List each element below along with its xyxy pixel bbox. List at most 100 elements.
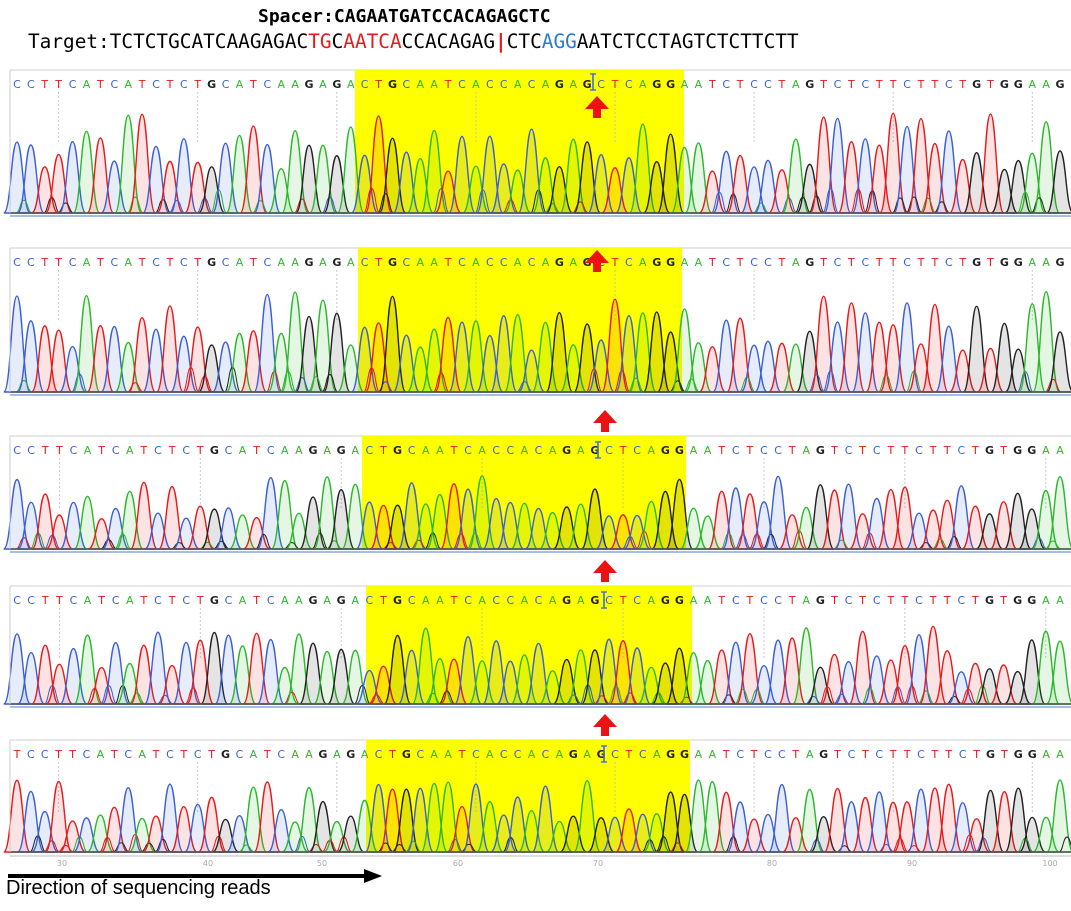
base-call: A [126, 594, 134, 607]
trace-noise [720, 532, 738, 550]
base-call: G [210, 594, 219, 607]
trace-peak [420, 782, 449, 853]
base-call: T [196, 444, 204, 457]
base-call: T [708, 78, 716, 91]
base-call: T [611, 78, 619, 91]
trace-noise [279, 371, 297, 393]
base-call: T [819, 256, 827, 269]
base-call: C [366, 594, 374, 607]
trace-noise [669, 842, 686, 853]
trace-noise [607, 685, 625, 705]
base-call: G [986, 748, 995, 761]
trace-peak [651, 490, 680, 550]
trace-peak [837, 801, 866, 853]
base-call: C [225, 594, 233, 607]
base-call: T [166, 78, 174, 91]
base-call: A [803, 594, 811, 607]
base-call: G [332, 78, 341, 91]
base-call: T [999, 594, 1007, 607]
base-call: T [138, 256, 146, 269]
trace-noise [113, 842, 130, 853]
base-call: A [472, 78, 480, 91]
base-call: C [408, 594, 416, 607]
trace-peak [1017, 508, 1046, 550]
base-call: A [514, 256, 522, 269]
base-call: A [239, 444, 247, 457]
trace-peak [538, 670, 567, 705]
trace-peak [271, 666, 299, 705]
trace-peak [225, 814, 254, 853]
axis-tick-label: 70 [593, 859, 603, 868]
trace-peak [595, 515, 623, 550]
trace-peak [795, 330, 824, 393]
base-call: A [1056, 594, 1064, 607]
trace-peak [893, 302, 921, 393]
trace-peak [44, 780, 73, 853]
trace-peak [298, 496, 328, 550]
base-call: T [750, 748, 758, 761]
base-call: T [619, 594, 627, 607]
trace-peak [749, 501, 779, 550]
trace-peak [211, 142, 240, 214]
base-call: C [633, 444, 641, 457]
base-call: A [695, 256, 703, 269]
base-call: C [152, 256, 160, 269]
trace-peak [239, 330, 268, 393]
base-call: A [1042, 748, 1050, 761]
base-call: C [486, 78, 494, 91]
axis-tick-label: 40 [203, 859, 213, 868]
base-call: G [562, 594, 571, 607]
cut-site-arrow-icon [585, 250, 609, 272]
base-call: C [180, 78, 188, 91]
trace-noise [410, 539, 427, 550]
base-call: A [84, 444, 92, 457]
base-call: C [366, 444, 374, 457]
trace-peak [496, 660, 525, 705]
trace-peak [721, 641, 750, 705]
base-call: C [542, 748, 550, 761]
trace-noise [903, 685, 921, 705]
base-call: A [295, 444, 303, 457]
base-call: T [886, 594, 894, 607]
cut-site-arrow-icon [593, 410, 617, 432]
base-call: A [803, 444, 811, 457]
trace-noise [516, 381, 533, 393]
trace-peak [397, 649, 426, 705]
base-call: T [41, 444, 49, 457]
trace-peak [411, 503, 440, 550]
base-call: A [277, 78, 285, 91]
base-call: A [291, 78, 299, 91]
trace-noise [363, 187, 381, 214]
base-call: T [972, 748, 980, 761]
base-call: T [388, 748, 396, 761]
base-call: C [845, 444, 853, 457]
trace-peak [490, 814, 518, 853]
axis-tick-label: 60 [453, 859, 463, 868]
base-call: A [250, 748, 258, 761]
base-call: C [722, 256, 730, 269]
base-call: A [549, 594, 557, 607]
trace-peak [920, 787, 949, 853]
trace-peak [453, 488, 483, 550]
base-call: A [653, 748, 661, 761]
trace-peak [876, 659, 905, 705]
trace-peak [795, 163, 824, 214]
base-call: G [1013, 594, 1022, 607]
trace-peak [503, 314, 532, 393]
trace-noise [808, 374, 825, 393]
base-call: T [875, 256, 883, 269]
trace-noise [931, 538, 949, 550]
trace-noise [805, 695, 822, 705]
base-call: C [27, 594, 35, 607]
cut-site-arrow-icon [585, 96, 609, 118]
base-call: T [458, 748, 466, 761]
trace-peak [975, 668, 1004, 705]
base-call: A [430, 748, 438, 761]
base-call: T [847, 256, 855, 269]
base-call: C [492, 444, 500, 457]
base-call: G [569, 748, 578, 761]
base-call: G [562, 444, 571, 457]
trace-noise [293, 198, 311, 214]
trace-peak [44, 153, 73, 214]
trace-peak [531, 785, 560, 853]
